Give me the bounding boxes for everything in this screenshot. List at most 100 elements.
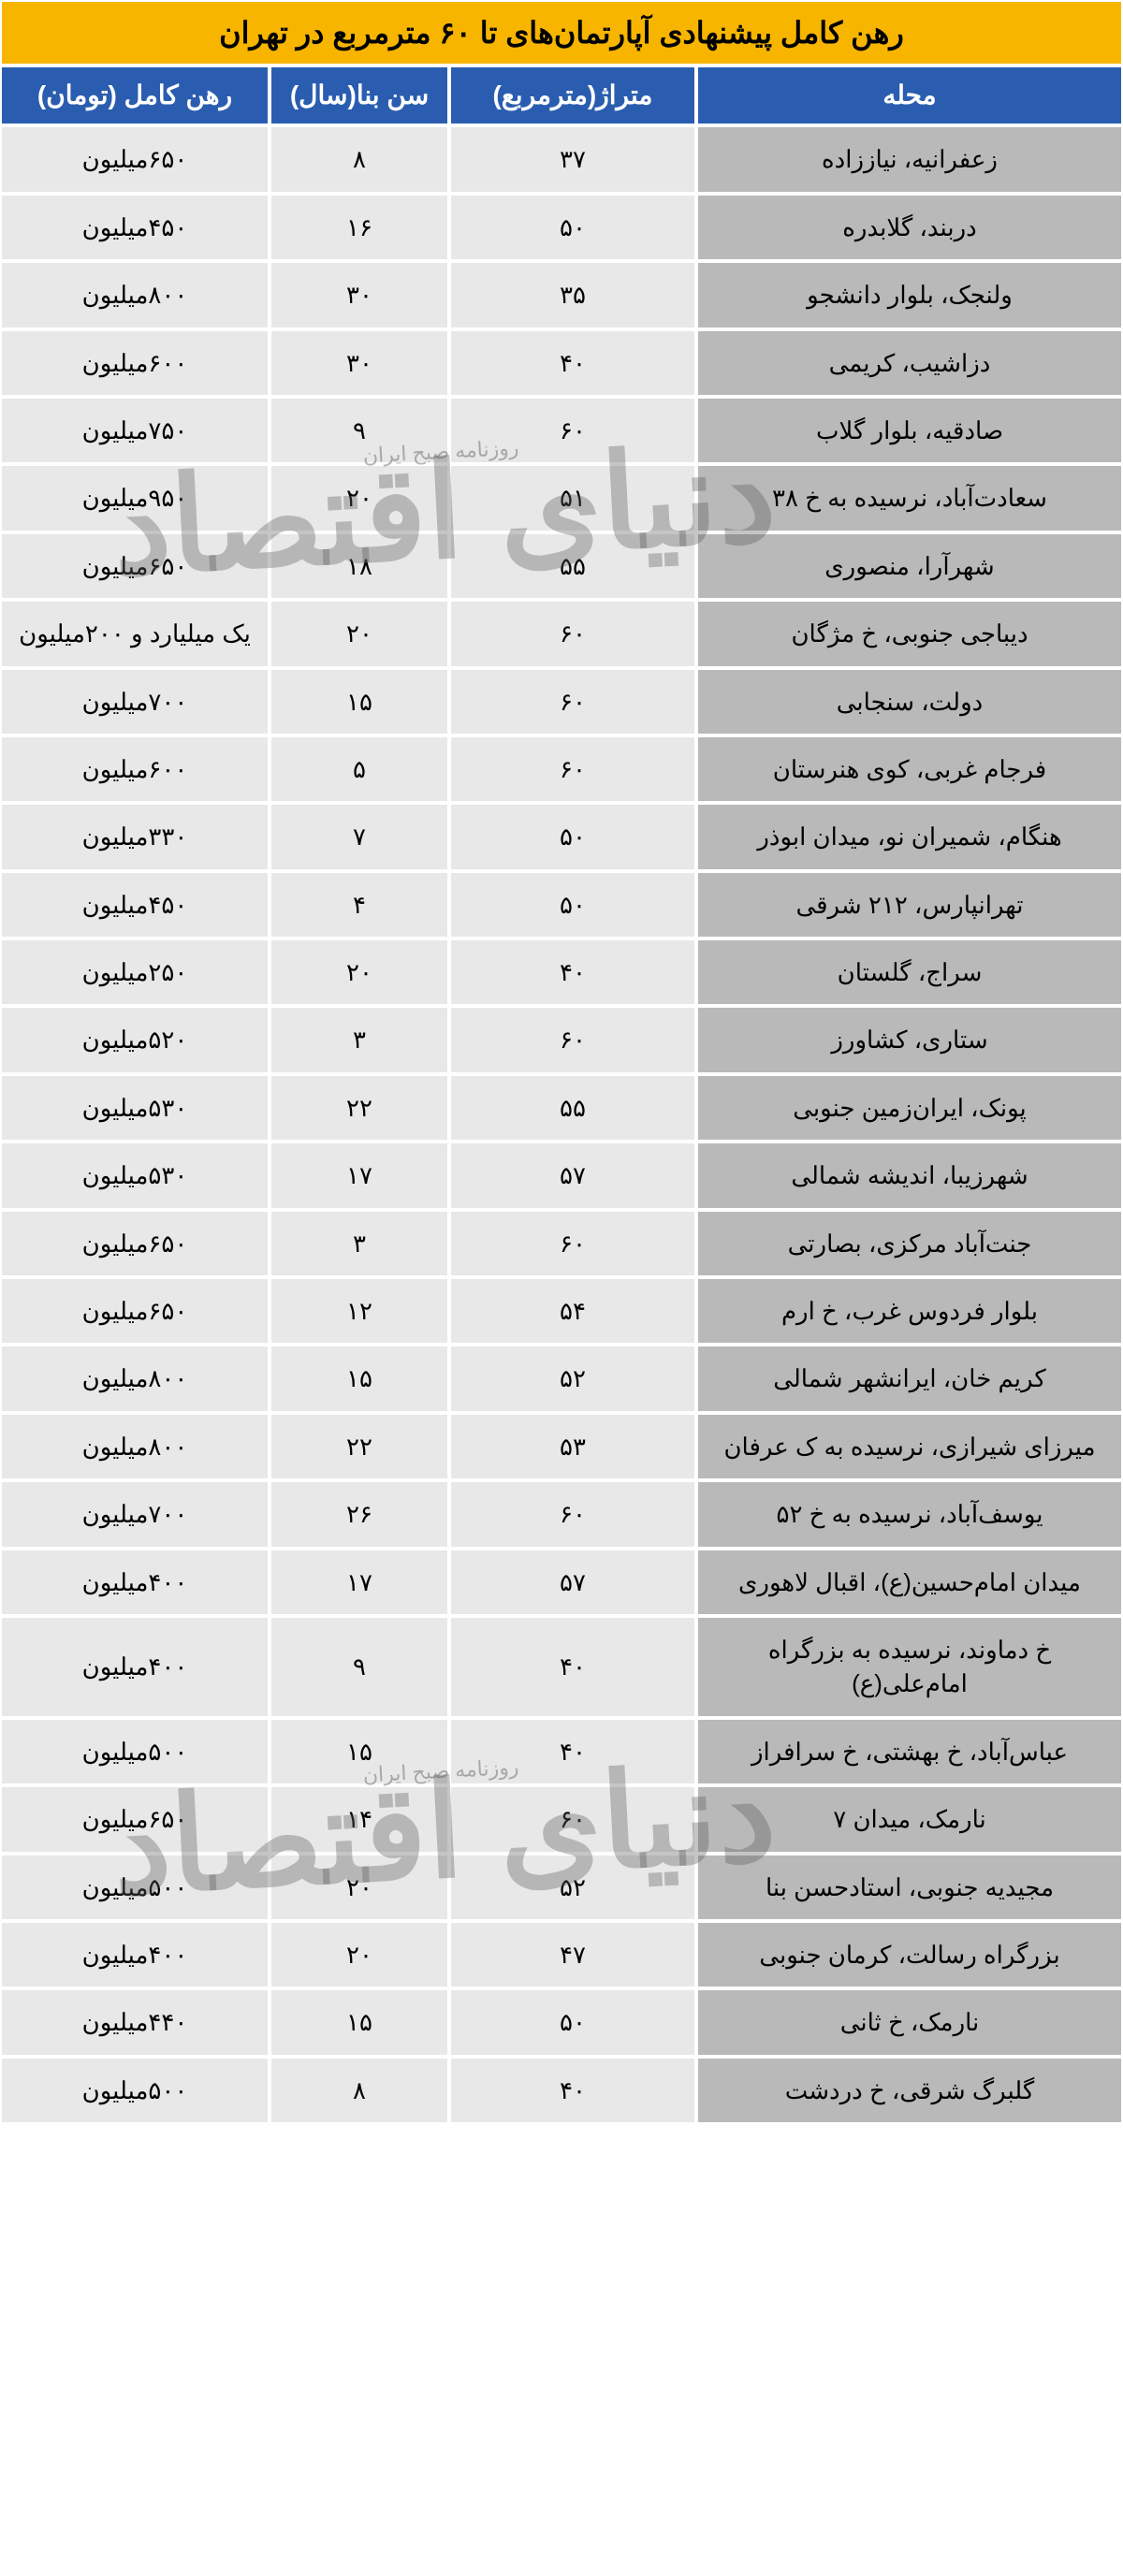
cell-age: ۱۵ xyxy=(270,1718,449,1785)
cell-neighborhood: فرجام غربی، کوی هنرستان xyxy=(696,735,1123,803)
cell-price: ۸۰۰میلیون xyxy=(0,1413,270,1480)
cell-price: ۵۰۰میلیون xyxy=(0,1854,270,1921)
cell-neighborhood: سعادت‌آباد، نرسیده به خ ۳۸ xyxy=(696,464,1123,531)
cell-neighborhood: بلوار فردوس غرب، خ ارم xyxy=(696,1277,1123,1345)
cell-age: ۱۵ xyxy=(270,1988,449,2056)
col-header-age: سن بنا(سال) xyxy=(270,65,449,125)
cell-area: ۴۰ xyxy=(449,329,696,397)
cell-age: ۲۶ xyxy=(270,1480,449,1548)
cell-area: ۵۵ xyxy=(449,532,696,600)
cell-price: ۵۲۰میلیون xyxy=(0,1006,270,1073)
cell-area: ۶۰ xyxy=(449,600,696,667)
cell-price: ۸۰۰میلیون xyxy=(0,261,270,328)
table-row: میدان امام‌حسین(ع)، اقبال لاهوری۵۷۱۷۴۰۰م… xyxy=(0,1549,1123,1616)
table-row: صادقیه، بلوار گلاب۶۰۹۷۵۰میلیون xyxy=(0,397,1123,464)
cell-age: ۱۸ xyxy=(270,532,449,600)
cell-neighborhood: دیباجی جنوبی، خ مژگان xyxy=(696,600,1123,667)
cell-neighborhood: بزرگراه رسالت، کرمان جنوبی xyxy=(696,1921,1123,1988)
cell-age: ۷ xyxy=(270,803,449,870)
cell-area: ۵۷ xyxy=(449,1142,696,1209)
cell-neighborhood: نارمک، خ ثانی xyxy=(696,1988,1123,2056)
cell-price: ۷۰۰میلیون xyxy=(0,1480,270,1548)
cell-price: ۶۰۰میلیون xyxy=(0,735,270,803)
cell-price: ۶۵۰میلیون xyxy=(0,1785,270,1853)
cell-price: ۵۰۰میلیون xyxy=(0,2057,270,2124)
cell-area: ۵۷ xyxy=(449,1549,696,1616)
cell-age: ۱۷ xyxy=(270,1142,449,1209)
cell-neighborhood: یوسف‌آباد، نرسیده به خ ۵۲ xyxy=(696,1480,1123,1548)
cell-neighborhood: ستاری، کشاورز xyxy=(696,1006,1123,1073)
cell-price: یک میلیارد و ۲۰۰میلیون xyxy=(0,600,270,667)
cell-age: ۸ xyxy=(270,125,449,193)
cell-age: ۲۰ xyxy=(270,600,449,667)
cell-age: ۹ xyxy=(270,1616,449,1718)
cell-area: ۳۵ xyxy=(449,261,696,328)
cell-price: ۵۰۰میلیون xyxy=(0,1718,270,1785)
cell-price: ۴۵۰میلیون xyxy=(0,194,270,261)
table-row: جنت‌آباد مرکزی، بصارتی۶۰۳۶۵۰میلیون xyxy=(0,1210,1123,1277)
cell-area: ۵۱ xyxy=(449,464,696,531)
cell-age: ۱۶ xyxy=(270,194,449,261)
cell-area: ۵۲ xyxy=(449,1854,696,1921)
table-row: شهرزیبا، اندیشه شمالی۵۷۱۷۵۳۰میلیون xyxy=(0,1142,1123,1209)
cell-neighborhood: هنگام، شمیران نو، میدان ابوذر xyxy=(696,803,1123,870)
cell-neighborhood: نارمک، میدان ۷ xyxy=(696,1785,1123,1853)
cell-age: ۲۲ xyxy=(270,1074,449,1142)
cell-age: ۲۰ xyxy=(270,1854,449,1921)
table-row: دولت، سنجابی۶۰۱۵۷۰۰میلیون xyxy=(0,668,1123,735)
table-row: نارمک، خ ثانی۵۰۱۵۴۴۰میلیون xyxy=(0,1988,1123,2056)
col-header-area: متراژ(مترمربع) xyxy=(449,65,696,125)
cell-neighborhood: سراج، گلستان xyxy=(696,939,1123,1006)
cell-neighborhood: مجیدیه جنوبی، استادحسن بنا xyxy=(696,1854,1123,1921)
cell-price: ۴۰۰میلیون xyxy=(0,1616,270,1718)
table-row: ولنجک، بلوار دانشجو۳۵۳۰۸۰۰میلیون xyxy=(0,261,1123,328)
cell-neighborhood: پونک، ایران‌زمین جنوبی xyxy=(696,1074,1123,1142)
cell-age: ۲۰ xyxy=(270,939,449,1006)
header-row: محله متراژ(مترمربع) سن بنا(سال) رهن کامل… xyxy=(0,65,1123,125)
cell-price: ۴۰۰میلیون xyxy=(0,1921,270,1988)
cell-neighborhood: ولنجک، بلوار دانشجو xyxy=(696,261,1123,328)
cell-area: ۶۰ xyxy=(449,1210,696,1277)
table-row: دیباجی جنوبی، خ مژگان۶۰۲۰یک میلیارد و ۲۰… xyxy=(0,600,1123,667)
cell-area: ۵۰ xyxy=(449,194,696,261)
cell-area: ۶۰ xyxy=(449,397,696,464)
cell-neighborhood: صادقیه، بلوار گلاب xyxy=(696,397,1123,464)
cell-price: ۷۵۰میلیون xyxy=(0,397,270,464)
table-row: میرزای شیرازی، نرسیده به ک عرفان۵۳۲۲۸۰۰م… xyxy=(0,1413,1123,1480)
cell-neighborhood: دزاشیب، کریمی xyxy=(696,329,1123,397)
cell-area: ۵۵ xyxy=(449,1074,696,1142)
cell-area: ۶۰ xyxy=(449,1785,696,1853)
cell-neighborhood: میدان امام‌حسین(ع)، اقبال لاهوری xyxy=(696,1549,1123,1616)
cell-area: ۴۷ xyxy=(449,1921,696,1988)
cell-price: ۴۵۰میلیون xyxy=(0,871,270,939)
table-row: سعادت‌آباد، نرسیده به خ ۳۸۵۱۲۰۹۵۰میلیون xyxy=(0,464,1123,531)
cell-area: ۴۰ xyxy=(449,939,696,1006)
cell-price: ۵۳۰میلیون xyxy=(0,1074,270,1142)
cell-neighborhood: دولت، سنجابی xyxy=(696,668,1123,735)
cell-price: ۶۵۰میلیون xyxy=(0,532,270,600)
cell-price: ۶۰۰میلیون xyxy=(0,329,270,397)
table-body: زعفرانیه، نیاززاده۳۷۸۶۵۰میلیوندربند، گلا… xyxy=(0,125,1123,2124)
cell-price: ۴۰۰میلیون xyxy=(0,1549,270,1616)
cell-age: ۲۰ xyxy=(270,1921,449,1988)
cell-area: ۶۰ xyxy=(449,668,696,735)
table-row: زعفرانیه، نیاززاده۳۷۸۶۵۰میلیون xyxy=(0,125,1123,193)
cell-price: ۶۵۰میلیون xyxy=(0,1210,270,1277)
price-table: محله متراژ(مترمربع) سن بنا(سال) رهن کامل… xyxy=(0,65,1123,2124)
cell-age: ۱۲ xyxy=(270,1277,449,1345)
cell-age: ۸ xyxy=(270,2057,449,2124)
cell-neighborhood: شهرآرا، منصوری xyxy=(696,532,1123,600)
cell-age: ۳ xyxy=(270,1006,449,1073)
cell-price: ۴۴۰میلیون xyxy=(0,1988,270,2056)
table-row: بلوار فردوس غرب، خ ارم۵۴۱۲۶۵۰میلیون xyxy=(0,1277,1123,1345)
cell-age: ۴ xyxy=(270,871,449,939)
table-row: سراج، گلستان۴۰۲۰۲۵۰میلیون xyxy=(0,939,1123,1006)
cell-area: ۴۰ xyxy=(449,1718,696,1785)
table-row: عباس‌آباد، خ بهشتی، خ سرافراز۴۰۱۵۵۰۰میلی… xyxy=(0,1718,1123,1785)
cell-neighborhood: گلبرگ شرقی، خ دردشت xyxy=(696,2057,1123,2124)
table-row: مجیدیه جنوبی، استادحسن بنا۵۲۲۰۵۰۰میلیون xyxy=(0,1854,1123,1921)
cell-price: ۸۰۰میلیون xyxy=(0,1345,270,1412)
cell-neighborhood: جنت‌آباد مرکزی، بصارتی xyxy=(696,1210,1123,1277)
cell-area: ۴۰ xyxy=(449,1616,696,1718)
table-row: نارمک، میدان ۷۶۰۱۴۶۵۰میلیون xyxy=(0,1785,1123,1853)
